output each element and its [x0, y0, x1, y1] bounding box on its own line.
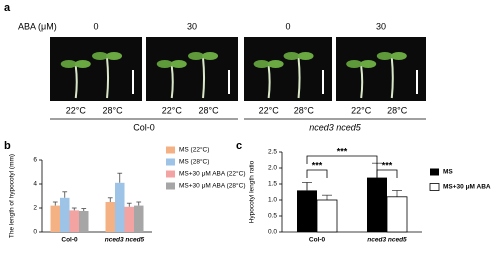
significance-bracket — [376, 169, 398, 178]
cotyledon — [92, 52, 109, 60]
panel-label: c — [236, 140, 242, 152]
legend-swatch — [166, 146, 175, 154]
cotyledon — [376, 52, 393, 60]
seedling-stem — [360, 65, 364, 99]
scale-bar — [132, 70, 134, 94]
temperature-label: 28°C — [387, 105, 408, 115]
legend-swatch — [429, 183, 440, 191]
legend-swatch — [166, 170, 175, 178]
significance-label: *** — [312, 160, 323, 170]
x-tick-label: Col-0 — [309, 237, 326, 244]
panel-label: a — [4, 2, 11, 14]
bar — [134, 205, 144, 232]
cotyledon — [74, 60, 91, 68]
seedling-stem — [202, 57, 206, 99]
dose-label: 30 — [187, 21, 197, 31]
legend-label: MS (22°C) — [179, 146, 209, 154]
cotyledon — [156, 60, 173, 68]
significance-bracket — [306, 155, 378, 164]
y-axis-label: Hypocotyl length ratio — [249, 160, 256, 223]
y-tick-label: 0.5 — [268, 213, 277, 220]
y-tick-label: 0.0 — [268, 229, 277, 236]
y-tick-label: 2.0 — [268, 165, 277, 172]
scale-bar — [322, 70, 324, 94]
seedling-stem — [297, 57, 301, 99]
seedling-photo — [50, 37, 142, 101]
temperature-label: 22°C — [66, 105, 87, 115]
genotype-label: Col-0 — [133, 122, 155, 132]
cotyledon — [202, 52, 219, 60]
panel-label: b — [4, 140, 11, 152]
y-tick-label: 1.0 — [268, 197, 277, 204]
x-tick-label: nced3 nced5 — [367, 237, 407, 244]
legend-swatch — [166, 182, 175, 190]
cotyledon — [170, 60, 187, 68]
dose-label: 0 — [285, 21, 290, 31]
temperature-label: 22°C — [259, 105, 280, 115]
seedling-stem — [74, 65, 78, 99]
temperature-label: 28°C — [103, 105, 124, 115]
temperature-label: 22°C — [162, 105, 183, 115]
bar — [297, 190, 317, 232]
temperature-label: 28°C — [199, 105, 220, 115]
cotyledon — [297, 52, 314, 60]
legend-swatch — [430, 168, 439, 176]
bar — [105, 202, 115, 232]
bar — [124, 206, 134, 232]
y-axis-label: The length of hypocotyl (mm) — [9, 154, 16, 238]
x-tick-label: Col-0 — [61, 237, 78, 244]
seedling-photo — [244, 37, 332, 101]
cotyledon — [188, 52, 205, 60]
seedling-stem — [170, 65, 174, 99]
seedling-stem — [390, 57, 394, 99]
y-tick-label: 4 — [33, 181, 37, 188]
legend-label: MS — [443, 169, 453, 176]
bar — [60, 197, 70, 232]
significance-bracket — [306, 169, 328, 178]
cotyledon — [283, 52, 300, 60]
scale-bar — [416, 70, 418, 94]
significance-label: *** — [382, 160, 393, 170]
bar — [50, 205, 60, 232]
dose-label: 30 — [376, 21, 386, 31]
legend-label: MS+30 μM ABA (28°C) — [179, 182, 246, 190]
bar — [367, 177, 387, 232]
temperature-label: 28°C — [294, 105, 315, 115]
bar — [69, 210, 79, 232]
bar — [79, 211, 89, 232]
cotyledon — [253, 60, 270, 68]
cotyledon — [267, 60, 284, 68]
seedling-stem — [267, 65, 271, 99]
genotype-label: nced3 nced5 — [309, 122, 362, 132]
legend-swatch — [166, 158, 175, 166]
y-tick-label: 1.5 — [268, 181, 277, 188]
legend-label: MS+30 μM ABA — [443, 184, 491, 191]
y-tick-label: 6 — [33, 157, 37, 164]
legend-label: MS+30 μM ABA (22°C) — [179, 170, 246, 178]
legend-label: MS (28°C) — [179, 158, 209, 166]
y-tick-label: 2.5 — [268, 149, 277, 156]
significance-label: *** — [337, 146, 348, 156]
scale-bar — [228, 70, 230, 94]
bar — [386, 196, 408, 233]
cotyledon — [60, 60, 77, 68]
cotyledon — [106, 52, 123, 60]
cotyledon — [346, 60, 363, 68]
bar — [316, 199, 338, 233]
cotyledon — [360, 60, 377, 68]
seedling-photo — [336, 37, 426, 101]
y-tick-label: 0 — [33, 229, 37, 236]
cotyledon — [390, 52, 407, 60]
seedling-photo — [146, 37, 238, 101]
x-tick-label: nced3 nced5 — [105, 237, 145, 244]
temperature-label: 22°C — [351, 105, 372, 115]
dose-label: 0 — [93, 21, 98, 31]
seedling-stem — [106, 57, 110, 99]
bar — [115, 182, 125, 232]
treatment-label: ABA (μM) — [18, 21, 57, 31]
y-tick-label: 2 — [33, 205, 37, 212]
